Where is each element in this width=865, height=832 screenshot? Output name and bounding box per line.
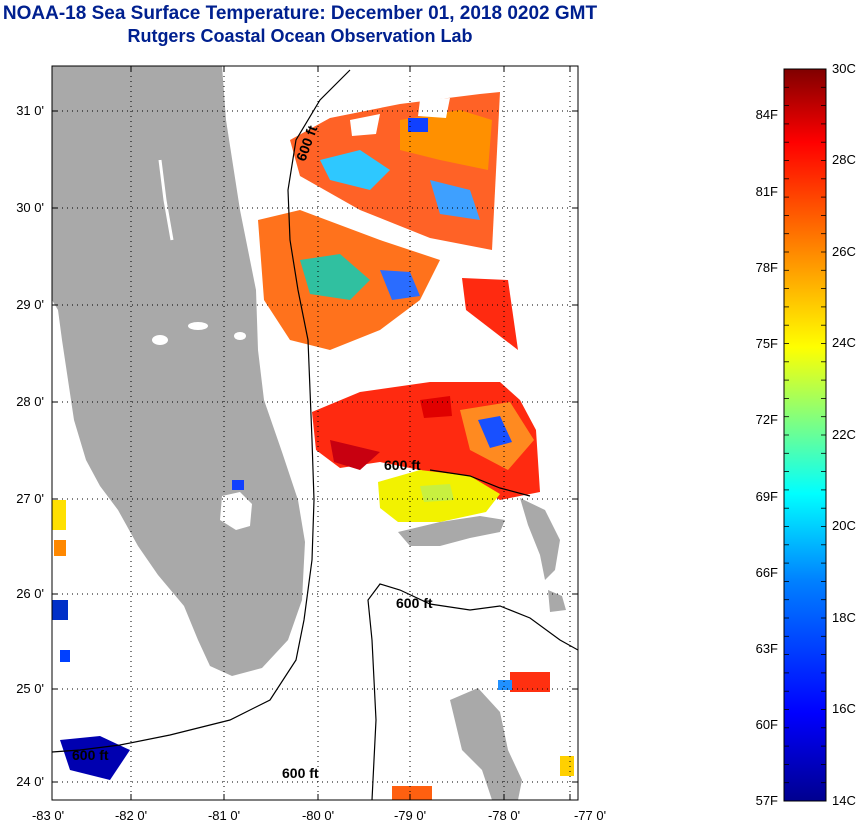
lake-okeechobee	[220, 492, 252, 530]
lon-label: -80 0'	[302, 808, 334, 823]
lake	[188, 322, 208, 330]
lake	[152, 335, 168, 345]
lake	[234, 332, 246, 340]
colorbar-celsius-label: 16C	[832, 701, 856, 716]
contour-label: 600 ft	[396, 595, 433, 611]
lat-label: 31 0'	[16, 103, 44, 118]
isobath-600ft-bahamas	[367, 583, 578, 800]
lon-label: -83 0'	[32, 808, 64, 823]
colorbar-fahrenheit-label: 57F	[756, 793, 778, 808]
lat-label: 27 0'	[16, 491, 44, 506]
colorbar-fahrenheit-label: 72F	[756, 412, 778, 427]
colorbar-fahrenheit-label: 63F	[756, 641, 778, 656]
colorbar-celsius-label: 24C	[832, 335, 856, 350]
colorbar-celsius-label: 28C	[832, 152, 856, 167]
colorbar-fahrenheit-label: 60F	[756, 717, 778, 732]
colorbar-celsius-label: 26C	[832, 244, 856, 259]
contour-label: 600 ft	[384, 457, 421, 473]
lat-label: 28 0'	[16, 394, 44, 409]
colorbar-ticks	[784, 68, 826, 802]
isobath-600ft	[52, 69, 351, 753]
contour-label: 600 ft	[72, 747, 109, 763]
colorbar: 30C 28C 26C 24C 22C 20C 18C 16C 14C 84F …	[756, 61, 856, 808]
grand-bahama	[398, 516, 505, 546]
florida-land	[52, 66, 305, 676]
colorbar-gradient	[783, 68, 827, 802]
colorbar-celsius-label: 22C	[832, 427, 856, 442]
isobath-600ft-gulf	[429, 469, 531, 497]
andros	[450, 688, 522, 800]
colorbar-celsius-label: 20C	[832, 518, 856, 533]
lat-label: 29 0'	[16, 297, 44, 312]
colorbar-celsius-label: 30C	[832, 61, 856, 76]
lon-label: -77 0'	[574, 808, 606, 823]
colorbar-celsius-label: 14C	[832, 793, 856, 808]
lat-label: 25 0'	[16, 681, 44, 696]
lat-label: 24 0'	[16, 774, 44, 789]
colorbar-fahrenheit-label: 78F	[756, 260, 778, 275]
map-axes: 31 0' 30 0' 29 0' 28 0' 27 0' 26 0' 25 0…	[16, 103, 606, 823]
colorbar-fahrenheit-label: 84F	[756, 107, 778, 122]
colorbar-celsius-label: 18C	[832, 610, 856, 625]
lat-label: 30 0'	[16, 200, 44, 215]
lon-label: -79 0'	[394, 808, 426, 823]
abaco	[520, 498, 560, 580]
river	[158, 159, 174, 241]
eleuthera	[548, 590, 566, 612]
lat-label: 26 0'	[16, 586, 44, 601]
colorbar-fahrenheit-label: 66F	[756, 565, 778, 580]
lon-label: -81 0'	[208, 808, 240, 823]
lon-label: -78 0'	[488, 808, 520, 823]
map-frame	[51, 65, 579, 801]
colorbar-fahrenheit-label: 69F	[756, 489, 778, 504]
chart-title: NOAA-18 Sea Surface Temperature: Decembe…	[2, 3, 598, 24]
lon-label: -82 0'	[115, 808, 147, 823]
colorbar-fahrenheit-label: 75F	[756, 336, 778, 351]
chart-subtitle: Rutgers Coastal Ocean Observation Lab	[127, 26, 473, 46]
contour-label: 600 ft	[282, 765, 319, 781]
colorbar-fahrenheit-label: 81F	[756, 184, 778, 199]
